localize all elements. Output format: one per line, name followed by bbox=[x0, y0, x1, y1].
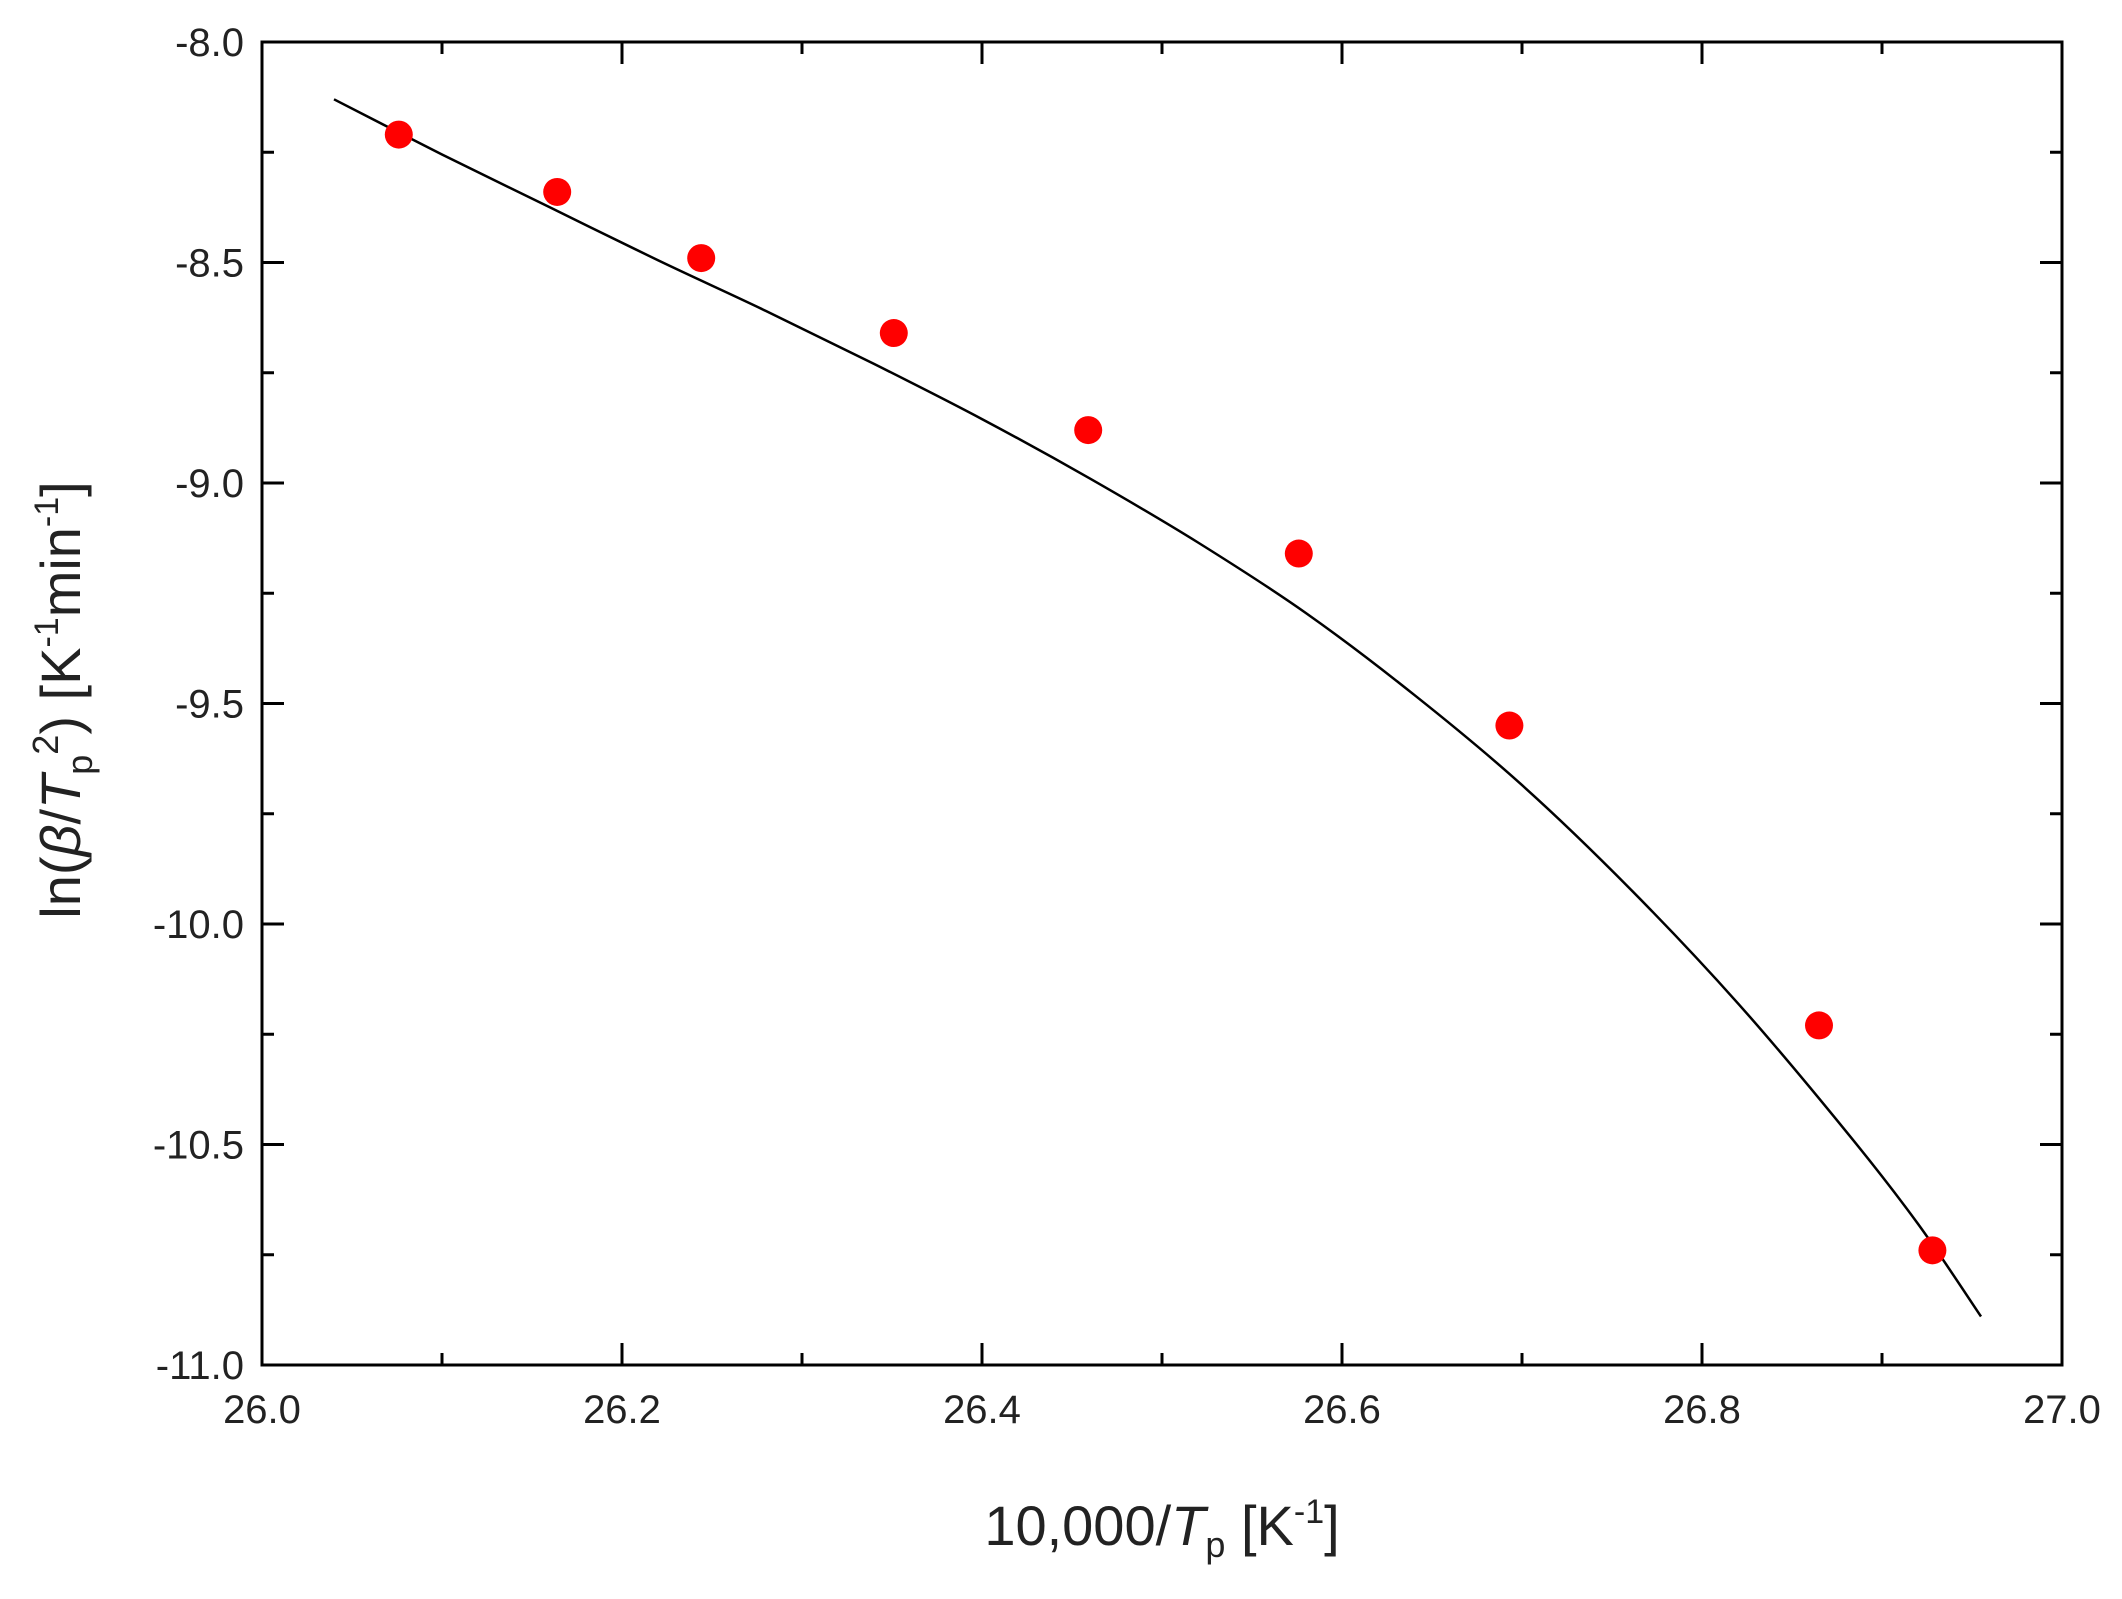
x-tick-label: 26.2 bbox=[583, 1388, 661, 1432]
y-ticks bbox=[262, 40, 2062, 1367]
y-tick-label: -10.0 bbox=[153, 903, 244, 947]
x-tick-label: 26.0 bbox=[223, 1388, 301, 1432]
x-tick-label: 26.4 bbox=[943, 1388, 1021, 1432]
data-point bbox=[879, 319, 908, 348]
y-tick-label: -9.5 bbox=[175, 683, 244, 727]
x-axis-title: 10,000/Tp [K-1] bbox=[984, 1493, 1339, 1565]
x-tick-label: 27.0 bbox=[2023, 1388, 2101, 1432]
y-axis-title: ln(β/Tp2) [K-1min-1] bbox=[25, 481, 100, 918]
data-point bbox=[687, 244, 716, 273]
data-point bbox=[1805, 1011, 1833, 1040]
y-tick-label: -8.5 bbox=[175, 242, 244, 286]
data-point bbox=[1074, 416, 1103, 445]
data-point bbox=[1918, 1236, 1947, 1265]
data-point bbox=[384, 120, 413, 149]
y-tick-label: -10.5 bbox=[153, 1124, 244, 1168]
data-point bbox=[1284, 539, 1313, 568]
data-point bbox=[1495, 711, 1524, 740]
y-tick-label: -8.0 bbox=[175, 21, 244, 65]
plot-frame bbox=[260, 40, 2064, 1367]
x-ticks bbox=[260, 42, 2064, 1365]
x-tick-labels: 26.0 26.2 26.4 26.6 26.8 27.0 bbox=[223, 1388, 2101, 1432]
data-point bbox=[543, 177, 572, 206]
y-tick-label: -9.0 bbox=[175, 462, 244, 506]
data-points bbox=[384, 120, 1947, 1265]
y-tick-labels: -8.0 -8.5 -9.0 -9.5 -10.0 -10.5 -11.0 bbox=[153, 21, 244, 1388]
x-tick-label: 26.6 bbox=[1303, 1388, 1381, 1432]
fit-curve bbox=[333, 98, 1983, 1318]
x-tick-label: 26.8 bbox=[1663, 1388, 1741, 1432]
y-tick-label: -11.0 bbox=[156, 1344, 244, 1388]
